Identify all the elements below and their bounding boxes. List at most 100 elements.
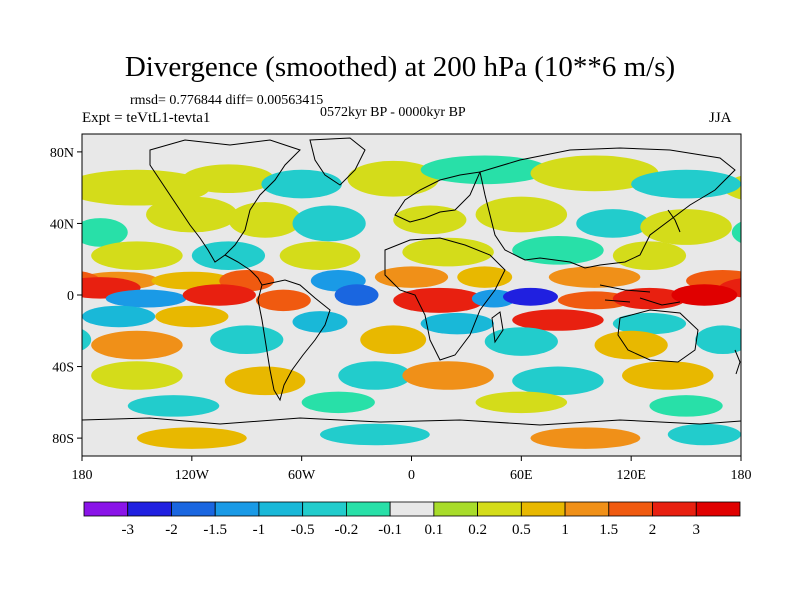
coastline-new-zealand (734, 349, 741, 375)
field-cell (695, 325, 741, 355)
colorbar-swatch (127, 501, 172, 517)
colorbar-swatch (564, 501, 610, 517)
field-cell (210, 325, 284, 355)
field-cell (182, 164, 275, 194)
field-cell (105, 289, 187, 308)
colorbar-swatch (171, 501, 216, 517)
field-cell (136, 427, 247, 449)
colorbar-label: 0.1 (424, 522, 443, 538)
map-field (82, 134, 800, 456)
field-cell (737, 276, 741, 285)
colorbar-label: -0.1 (378, 522, 402, 538)
colorbar-label: -1.5 (203, 522, 227, 538)
field-cell (360, 325, 427, 355)
field-cell (279, 241, 361, 270)
lon-tick-label: 60W (288, 468, 316, 483)
field-cell (224, 366, 306, 396)
colorbar-swatch (652, 501, 697, 517)
colorbar-label: -1 (253, 522, 266, 538)
colorbar-label: 1 (561, 522, 569, 538)
colorbar-swatch (389, 501, 435, 517)
field-cell (91, 241, 183, 270)
lat-tick-label: 40S (52, 361, 74, 376)
colorbar-label: -0.5 (291, 522, 315, 538)
colorbar-swatch (520, 501, 566, 517)
field-cell (261, 169, 342, 199)
field-cell (82, 329, 92, 351)
field-cell (374, 266, 449, 288)
field-cell (741, 306, 800, 327)
colorbar-label: 2 (649, 522, 657, 538)
field-cell (334, 284, 379, 306)
colorbar: -3 -2 -1.5 -1 -0.5 -0.2 -0.1 0.1 0.2 0.5 1 1.5 2 3 (83, 501, 741, 538)
coastline-maritime (599, 284, 681, 306)
field-cell (420, 312, 494, 335)
field-cell (155, 305, 229, 328)
coastline-antarctica (82, 417, 741, 426)
field-cell (631, 169, 741, 199)
coastline-central-america (224, 254, 263, 286)
field-cell (667, 423, 741, 446)
field-cell (512, 235, 604, 265)
field-cell (228, 201, 302, 238)
field-cell (292, 205, 366, 242)
colorbar-label: 1.5 (599, 522, 618, 538)
field-cell (91, 330, 183, 360)
map-axes: 80N 40N 0 40S 80S 180 120W 60W 0 60E 120E 180 (50, 146, 752, 483)
lat-tick-label: 0 (67, 289, 74, 304)
field-cell (255, 289, 311, 312)
colorbar-label: 0.2 (468, 522, 487, 538)
field-cell (393, 287, 485, 313)
field-cell (622, 361, 714, 390)
colorbar-swatch (214, 501, 260, 517)
field-cell (671, 284, 738, 306)
field-cell (301, 391, 375, 414)
field-cell (127, 395, 220, 417)
field-cell (576, 209, 650, 238)
colorbar-swatch (477, 501, 522, 517)
coastlines (82, 137, 741, 426)
colorbar-swatch (345, 501, 391, 517)
field-cell (512, 309, 604, 331)
field-cell (548, 266, 641, 288)
colorbar-swatch (258, 501, 304, 517)
field-cell (182, 284, 256, 306)
coastline-north-america (149, 139, 301, 263)
coastline-greenland (309, 137, 366, 186)
field-blobs (82, 155, 800, 449)
field-cell (530, 427, 641, 449)
field-cell (503, 287, 558, 306)
lon-tick-label: 180 (731, 468, 752, 483)
experiment-label: Expt = teVtL1-tevta1 (82, 110, 211, 126)
lon-tick-label: 0 (408, 468, 415, 483)
coastline-south-america (257, 279, 331, 402)
colorbar-label: -2 (165, 522, 178, 538)
colorbar-swatch (433, 501, 479, 517)
field-cell (82, 305, 156, 328)
coastline-europe (394, 171, 481, 223)
colorbar-label: 3 (693, 522, 701, 538)
field-cell (82, 169, 211, 206)
colorbar-swatch (695, 501, 741, 517)
chart-title: Divergence (smoothed) at 200 hPa (10**6 … (124, 51, 676, 83)
field-cell (475, 391, 568, 414)
field-cell (91, 361, 183, 390)
field-cell (191, 241, 266, 270)
colorbar-swatch (83, 501, 129, 517)
lat-tick-label: 80N (50, 146, 74, 161)
colorbar-swatch (302, 501, 347, 517)
field-cell (292, 311, 348, 333)
field-cell (649, 395, 723, 417)
lon-tick-label: 120W (175, 468, 210, 483)
coastline-africa (384, 237, 506, 361)
field-cell (731, 221, 741, 244)
lon-tick-label: 120E (616, 468, 646, 483)
field-cell (402, 237, 494, 267)
lat-tick-label: 80S (52, 432, 74, 447)
field-cell (338, 361, 412, 390)
field-cell (393, 205, 467, 235)
coastline-japan (667, 209, 681, 233)
field-cell (612, 241, 687, 270)
lon-tick-label: 60E (510, 468, 533, 483)
